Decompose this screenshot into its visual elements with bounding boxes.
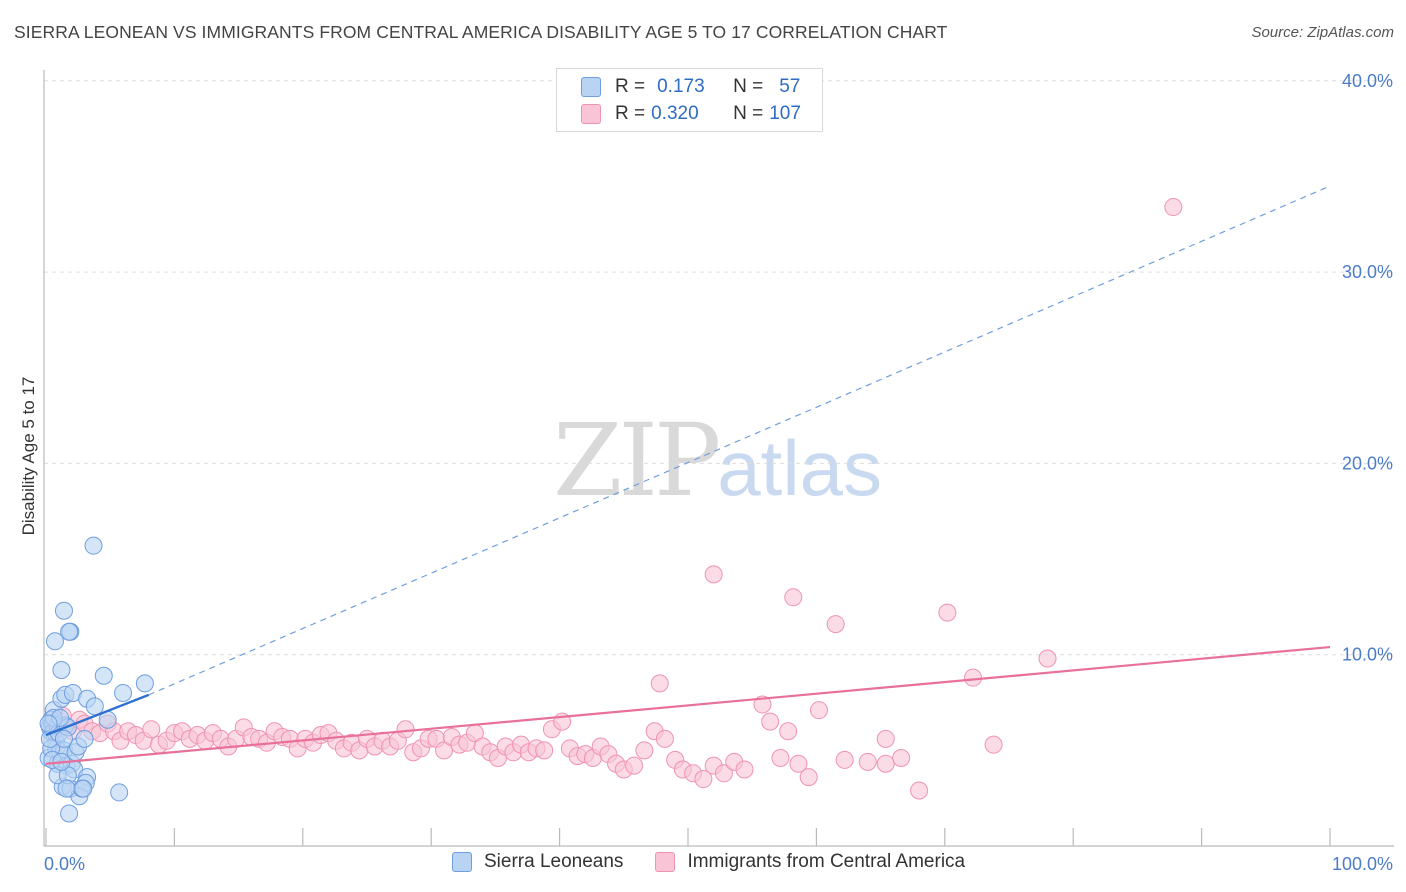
legend-n-value: 107 bbox=[769, 103, 801, 124]
y-tick-label: 20.0% bbox=[1342, 453, 1393, 473]
source-credit: Source: ZipAtlas.com bbox=[1251, 24, 1394, 41]
data-point-sierra-leoneans bbox=[84, 536, 103, 555]
data-point-central-america bbox=[694, 770, 713, 789]
data-point-central-america bbox=[535, 741, 554, 760]
data-point-sierra-leoneans bbox=[60, 804, 79, 823]
data-point-central-america bbox=[892, 749, 911, 768]
x-tick-label: 100.0% bbox=[1332, 854, 1393, 874]
watermark: ZIPatlas bbox=[553, 402, 882, 519]
data-point-central-america bbox=[625, 756, 644, 775]
data-point-central-america bbox=[876, 754, 895, 773]
data-point-sierra-leoneans bbox=[114, 683, 133, 702]
watermark-zip: ZIP bbox=[553, 402, 721, 519]
bottom-legend-item-sierra-leoneans: Sierra Leoneans bbox=[452, 851, 623, 873]
data-point-sierra-leoneans bbox=[45, 632, 64, 651]
legend-r-label: R = bbox=[615, 76, 646, 97]
data-point-central-america bbox=[771, 749, 790, 768]
legend: R = 0.173 N = 57 R = 0.320 N = 107 bbox=[556, 68, 823, 132]
series-sierra-leoneans-points bbox=[39, 536, 154, 823]
trend-line-sierra-leoneans-extrapolated bbox=[148, 185, 1331, 696]
data-point-sierra-leoneans bbox=[94, 666, 113, 685]
legend-r-value: 0.320 bbox=[651, 103, 699, 124]
data-point-sierra-leoneans bbox=[52, 661, 71, 680]
data-point-central-america bbox=[714, 764, 733, 783]
data-point-central-america bbox=[779, 722, 798, 741]
data-point-central-america bbox=[910, 781, 929, 800]
data-point-central-america bbox=[835, 750, 854, 769]
data-point-sierra-leoneans bbox=[85, 697, 104, 716]
data-point-sierra-leoneans bbox=[39, 714, 58, 733]
data-point-central-america bbox=[704, 565, 723, 584]
y-tick-label: 30.0% bbox=[1342, 262, 1393, 282]
data-point-sierra-leoneans bbox=[74, 779, 93, 798]
legend-swatch-pink bbox=[581, 104, 601, 124]
trend-lines bbox=[45, 185, 1331, 765]
tick-labels: 10.0% 20.0% 30.0% 40.0% 0.0% 100.0% bbox=[44, 71, 1393, 874]
data-point-central-america bbox=[635, 741, 654, 760]
data-point-sierra-leoneans bbox=[75, 729, 94, 748]
legend-n-label: N = bbox=[733, 76, 764, 97]
legend-r-value: 0.173 bbox=[657, 76, 705, 97]
data-point-central-america bbox=[396, 720, 415, 739]
data-point-central-america bbox=[1038, 649, 1057, 668]
data-point-central-america bbox=[938, 603, 957, 622]
y-axis-label: Disability Age 5 to 17 bbox=[19, 377, 38, 536]
trend-line-central-america bbox=[45, 645, 1331, 765]
legend-n-label: N = bbox=[733, 103, 764, 124]
data-point-sierra-leoneans bbox=[110, 783, 129, 802]
data-point-central-america bbox=[858, 752, 877, 771]
data-point-sierra-leoneans bbox=[54, 601, 73, 620]
y-tick-label: 10.0% bbox=[1342, 645, 1393, 665]
data-point-central-america bbox=[753, 695, 772, 714]
x-tick-label: 0.0% bbox=[44, 854, 85, 874]
data-point-central-america bbox=[809, 701, 828, 720]
data-point-central-america bbox=[735, 760, 754, 779]
bottom-legend: Sierra Leoneans Immigrants from Central … bbox=[452, 851, 997, 873]
data-point-central-america bbox=[789, 754, 808, 773]
bottom-legend-label: Sierra Leoneans bbox=[484, 851, 624, 872]
y-tick-label: 40.0% bbox=[1342, 71, 1393, 91]
bottom-legend-label: Immigrants from Central America bbox=[687, 851, 966, 872]
data-point-central-america bbox=[826, 615, 845, 634]
data-point-sierra-leoneans bbox=[135, 674, 154, 693]
data-point-central-america bbox=[984, 735, 1003, 754]
data-point-central-america bbox=[784, 588, 803, 607]
data-point-central-america bbox=[761, 712, 780, 731]
data-point-central-america bbox=[964, 668, 983, 687]
legend-row-central-america: R = 0.320 N = 107 bbox=[581, 101, 801, 127]
legend-swatch-blue bbox=[581, 77, 601, 97]
data-point-sierra-leoneans bbox=[60, 622, 79, 641]
legend-n-value: 57 bbox=[779, 76, 801, 97]
trend-line-sierra-leoneans bbox=[45, 693, 150, 737]
data-point-central-america bbox=[650, 674, 669, 693]
bottom-legend-swatch-pink bbox=[655, 852, 676, 872]
bottom-legend-swatch-blue bbox=[452, 852, 472, 872]
legend-row-sierra-leoneans: R = 0.173 N = 57 bbox=[581, 74, 800, 100]
data-point-sierra-leoneans bbox=[57, 779, 76, 798]
legend-r-label: R = bbox=[615, 103, 646, 124]
bottom-legend-item-central-america: Immigrants from Central America bbox=[655, 851, 965, 873]
data-point-central-america bbox=[1164, 198, 1183, 217]
data-point-central-america bbox=[799, 768, 818, 787]
data-point-sierra-leoneans bbox=[54, 729, 73, 748]
chart-title: SIERRA LEONEAN VS IMMIGRANTS FROM CENTRA… bbox=[14, 22, 948, 42]
data-point-central-america bbox=[142, 720, 161, 739]
watermark-atlas: atlas bbox=[717, 424, 883, 512]
data-point-central-america bbox=[876, 729, 895, 748]
series-central-america-points bbox=[43, 198, 1183, 800]
data-point-central-america bbox=[655, 729, 674, 748]
